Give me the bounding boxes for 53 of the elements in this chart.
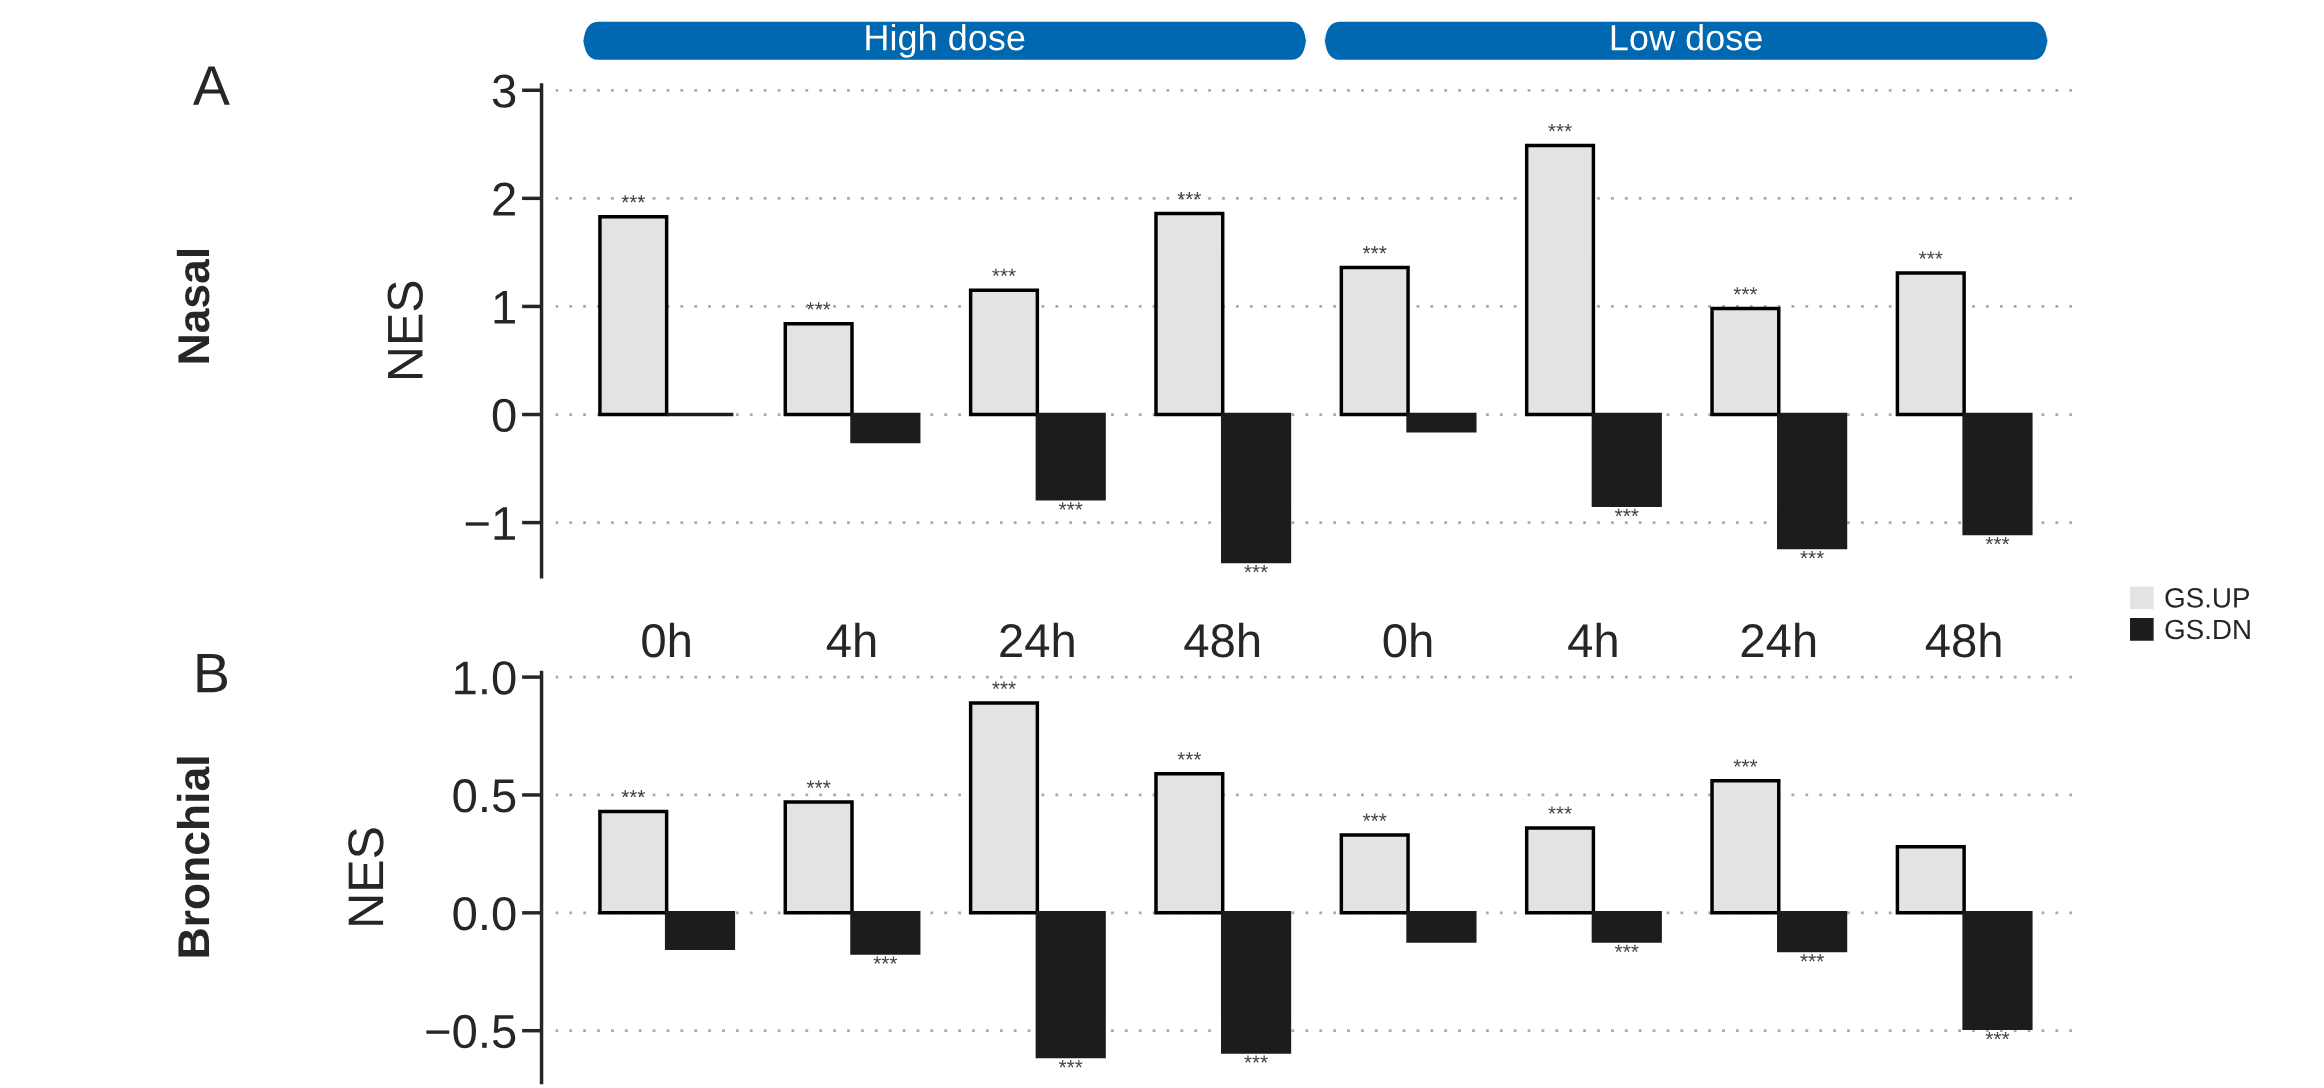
data-label: *** — [873, 956, 898, 964]
data-label: *** — [1614, 944, 1639, 952]
data-label: *** — [1733, 287, 1758, 295]
data-label: *** — [1548, 806, 1572, 814]
text: Bronchial — [176, 757, 210, 957]
x-tick-label: 4h — [826, 622, 876, 658]
data-label: *** — [1548, 123, 1572, 132]
y-tick-label: −0.5 — [426, 1014, 516, 1049]
text: Nasal — [176, 250, 210, 363]
data-label: *** — [1985, 1031, 2010, 1040]
y-tick-label: 2 — [493, 182, 515, 216]
data-label: *** — [621, 790, 646, 798]
data-label: *** — [1614, 508, 1639, 517]
data-label: *** — [806, 780, 831, 788]
data-label: *** — [1362, 246, 1387, 254]
x-tick-label: 48h — [1925, 622, 2001, 658]
y-tick-label: 1 — [494, 291, 515, 324]
data-label: *** — [1177, 192, 1202, 200]
data-label: *** — [1800, 551, 1824, 559]
y-tick-label: 0.5 — [453, 779, 516, 813]
x-tick-label: 24h — [1741, 622, 1816, 658]
x-tick-label: 24h — [1000, 622, 1074, 658]
data-label: *** — [806, 302, 831, 310]
data-label: *** — [992, 268, 1016, 277]
data-label: *** — [1058, 502, 1083, 510]
data-label: *** — [1800, 954, 1824, 962]
y-tick-label: −1 — [465, 507, 515, 540]
data-label: *** — [1918, 251, 1943, 259]
text: High dose — [866, 23, 1025, 58]
legend-label: GS.DN — [2165, 619, 2250, 640]
y-tick-label: 3 — [492, 74, 516, 108]
data-label: *** — [1362, 813, 1387, 821]
y-axis-title: NES — [348, 828, 384, 925]
y-tick-label: 0.0 — [453, 896, 516, 931]
data-label: *** — [1985, 536, 2010, 545]
y-axis-title: NES — [387, 281, 423, 379]
x-tick-label: 0h — [642, 622, 690, 658]
data-label: *** — [1733, 759, 1758, 767]
data-label: *** — [1177, 752, 1202, 760]
text: A — [193, 66, 230, 105]
data-label: *** — [1244, 1055, 1268, 1063]
x-tick-label: 48h — [1184, 622, 1260, 658]
data-label: *** — [1244, 565, 1268, 573]
data-label: *** — [1058, 1060, 1083, 1068]
x-tick-label: 0h — [1383, 622, 1432, 658]
x-tick-label: 4h — [1568, 622, 1617, 658]
text: B — [197, 653, 228, 693]
legend-label: GS.UP — [2165, 588, 2250, 608]
data-label: *** — [992, 681, 1016, 689]
y-tick-label: 0 — [492, 398, 516, 433]
text: Low dose — [1611, 23, 1762, 51]
data-label: *** — [621, 195, 646, 203]
y-tick-label: 1.0 — [455, 661, 516, 695]
